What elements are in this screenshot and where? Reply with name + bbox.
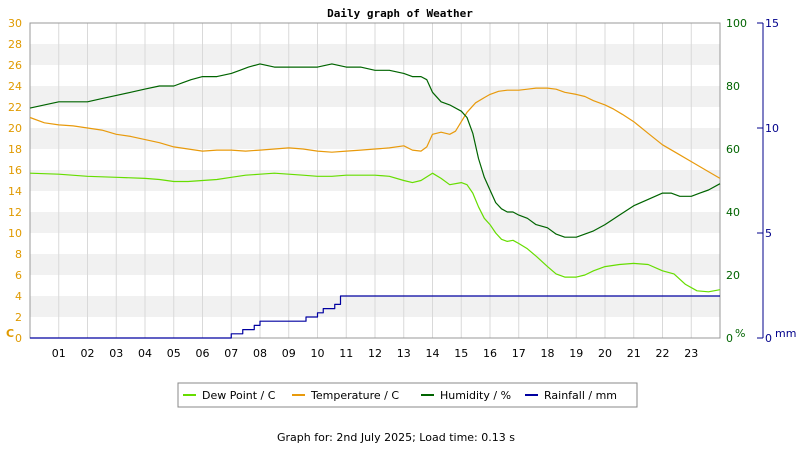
humidity-tick-label: 40 [726,206,740,219]
series-layer [29,63,721,339]
series-line-humidity [29,63,721,238]
legend-label: Humidity / % [440,389,511,402]
humidity-tick-label: 0 [726,332,733,345]
left-tick-label: 24 [8,80,22,93]
humidity-axis-ticks: 0 20 40 60 80 100 [726,17,747,345]
x-tick-label: 07 [224,347,238,360]
left-axis-label: C [6,327,14,340]
humidity-tick-label: 20 [726,269,740,282]
left-tick-label: 18 [8,143,22,156]
legend-label: Dew Point / C [202,389,276,402]
legend-box [177,382,638,408]
series-line-temperature [29,87,721,179]
humidity-tick-label: 100 [726,17,747,30]
legend-item: Dew Point / C [183,389,276,402]
x-tick-label: 16 [483,347,497,360]
left-tick-label: 6 [15,269,22,282]
humidity-tick-label: 60 [726,143,740,156]
left-tick-label: 2 [15,311,22,324]
x-tick-label: 20 [598,347,612,360]
x-tick-label: 08 [253,347,267,360]
x-tick-label: 18 [541,347,555,360]
x-tick-label: 09 [282,347,296,360]
left-tick-label: 22 [8,101,22,114]
x-tick-label: 02 [81,347,95,360]
left-tick-label: 20 [8,122,22,135]
x-tick-label: 05 [167,347,181,360]
humidity-axis-label: % [735,327,745,340]
footer-info: Graph for: 2nd July 2025; Load time: 0.1… [277,431,515,444]
x-tick-label: 11 [339,347,353,360]
left-tick-label: 10 [8,227,22,240]
left-tick-label: 28 [8,38,22,51]
left-tick-label: 4 [15,290,22,303]
x-tick-label: 14 [426,347,440,360]
left-tick-label: 8 [15,248,22,261]
rainfall-tick-label: 15 [765,17,779,30]
x-tick-label: 23 [684,347,698,360]
legend: Dew Point / C Temperature / C Humidity / %… [177,382,638,408]
x-tick-label: 04 [138,347,152,360]
x-tick-label: 15 [454,347,468,360]
series-line-rainfall [30,295,720,339]
legend-item: Temperature / C [292,389,399,402]
left-tick-label: 0 [15,332,22,345]
x-tick-label: 17 [512,347,526,360]
left-tick-label: 26 [8,59,22,72]
legend-item: Rainfall / mm [525,389,617,402]
x-tick-label: 01 [52,347,66,360]
left-tick-label: 14 [8,185,22,198]
x-tick-label: 06 [196,347,210,360]
plot-frame [29,22,721,339]
series-line-dew [29,172,721,293]
x-tick-label: 21 [627,347,641,360]
x-axis-ticks: 01 02 03 04 05 06 07 08 09 10 11 12 13 14 15 16 17 18 19 20… [52,347,699,360]
humidity-tick-label: 80 [726,80,740,93]
x-tick-label: 19 [569,347,583,360]
rainfall-tick-label: 5 [765,227,772,240]
legend-item: Humidity / % [421,389,511,402]
chart-title: Daily graph of Weather [327,7,473,20]
rainfall-tick-label: 0 [765,332,772,345]
left-tick-label: 12 [8,206,22,219]
legend-label: Rainfall / mm [544,389,617,402]
rainfall-axis-label: mm [775,327,796,340]
x-tick-label: 13 [397,347,411,360]
x-tick-label: 22 [656,347,670,360]
rainfall-axis-ticks: 0 5 10 15 [757,17,779,345]
x-tick-label: 03 [109,347,123,360]
left-tick-label: 16 [8,164,22,177]
x-tick-label: 12 [368,347,382,360]
legend-label: Temperature / C [310,389,399,402]
left-tick-label: 30 [8,17,22,30]
x-tick-label: 10 [311,347,325,360]
rainfall-tick-label: 10 [765,122,779,135]
